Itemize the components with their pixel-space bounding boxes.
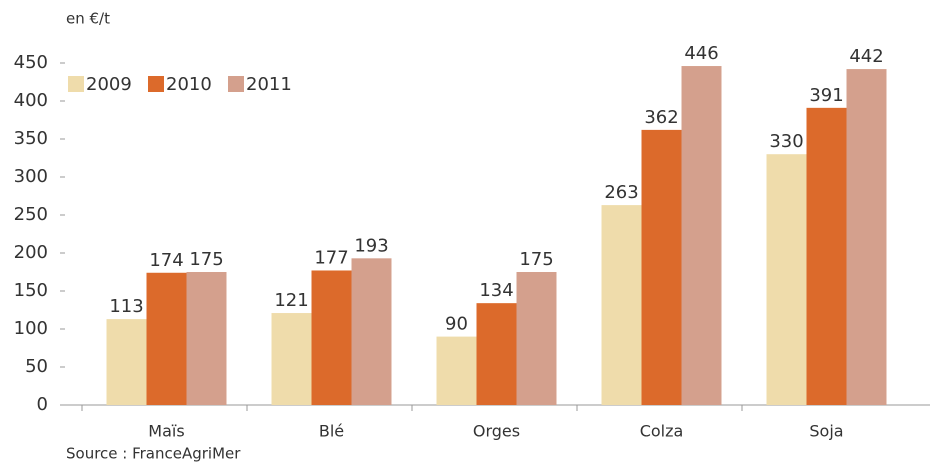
bar (516, 272, 557, 405)
bar (681, 66, 722, 405)
bar (766, 154, 807, 405)
legend-label: 2010 (166, 74, 212, 95)
value-label: 90 (445, 314, 468, 335)
value-label: 175 (519, 249, 553, 270)
y-tick-label: 0 (37, 394, 48, 415)
bar (601, 205, 642, 405)
value-label: 175 (189, 249, 223, 270)
value-label: 362 (644, 107, 678, 128)
y-tick-label: 350 (14, 128, 48, 149)
legend-swatch (148, 76, 164, 92)
unit-label: en €/t (66, 10, 110, 28)
y-tick-label: 450 (14, 52, 48, 73)
bar (106, 319, 147, 405)
value-label: 391 (809, 85, 843, 106)
value-label: 330 (769, 131, 803, 152)
value-label: 177 (314, 247, 348, 268)
value-label: 446 (684, 43, 718, 64)
y-tick-label: 50 (25, 356, 48, 377)
source-note: Source : FranceAgriMer (66, 445, 241, 463)
x-tick-label: Maïs (148, 422, 184, 441)
bar (806, 107, 847, 405)
bar (476, 303, 517, 405)
y-tick-label: 400 (14, 90, 48, 111)
x-tick-label: Colza (640, 422, 684, 441)
bar (846, 69, 887, 405)
y-tick-label: 150 (14, 280, 48, 301)
y-tick-label: 300 (14, 166, 48, 187)
bar (351, 258, 392, 405)
x-tick-label: Orges (473, 422, 520, 441)
value-label: 174 (149, 250, 183, 271)
bar (436, 336, 477, 405)
bar (641, 129, 682, 405)
value-label: 442 (849, 46, 883, 67)
bar (186, 272, 227, 405)
x-tick-label: Blé (319, 422, 344, 441)
legend-label: 2011 (246, 74, 292, 95)
legend-swatch (228, 76, 244, 92)
value-label: 193 (354, 235, 388, 256)
bar (271, 313, 312, 405)
legend-label: 2009 (86, 74, 132, 95)
bar (311, 270, 352, 405)
value-label: 134 (479, 280, 513, 301)
x-tick-label: Soja (809, 422, 843, 441)
y-tick-label: 100 (14, 318, 48, 339)
value-label: 121 (274, 290, 308, 311)
value-label: 113 (109, 296, 143, 317)
legend-swatch (68, 76, 84, 92)
y-tick-label: 200 (14, 242, 48, 263)
value-label: 263 (604, 182, 638, 203)
y-tick-label: 250 (14, 204, 48, 225)
bar (146, 272, 187, 405)
